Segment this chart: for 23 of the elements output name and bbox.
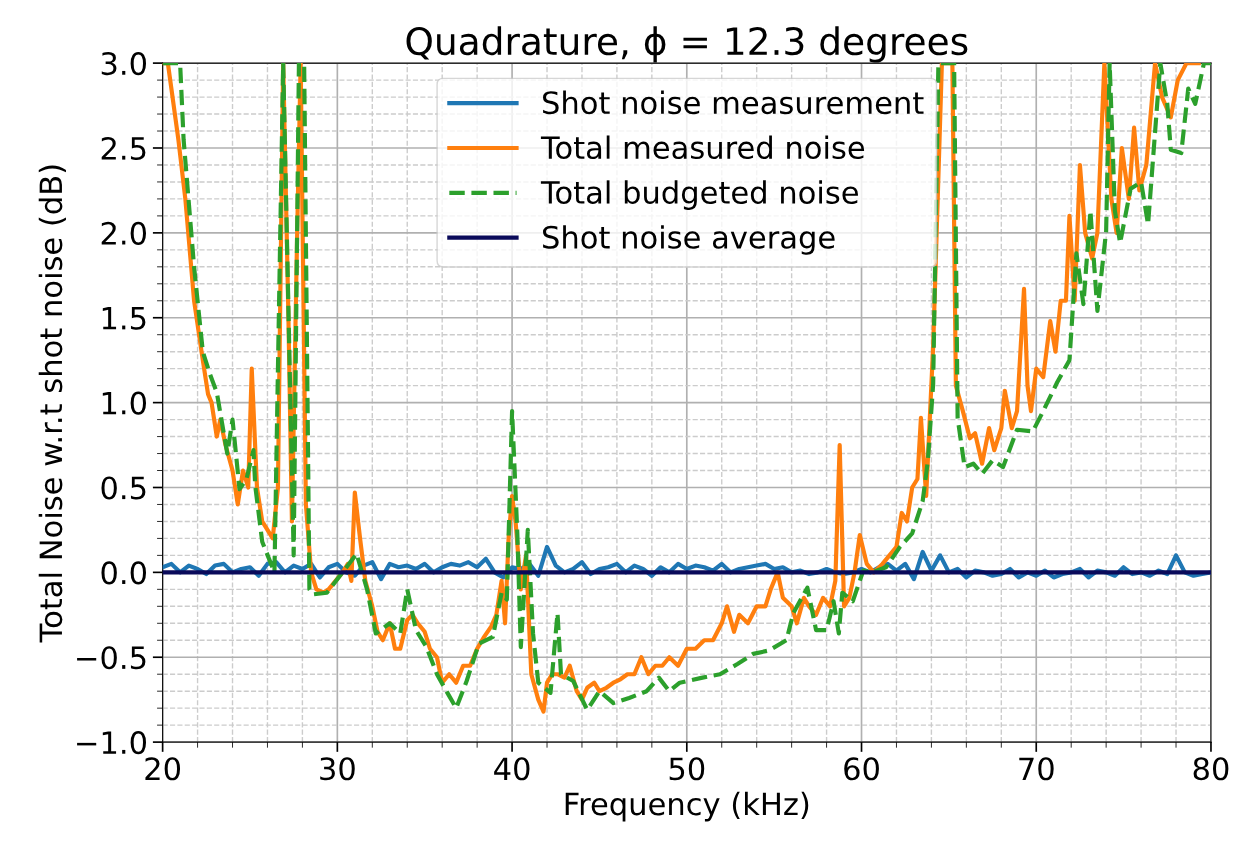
x-tick-label: 50 [669,757,705,781]
x-tick-label: 30 [320,757,355,781]
x-tick-label: 40 [494,757,530,781]
y-tick-label: −1.0 [77,731,147,755]
y-tick-label: 3.0 [101,52,147,76]
x-tick-label: 60 [844,757,879,781]
y-tick-label: 0.0 [101,561,147,585]
y-tick-label: 1.0 [102,391,147,415]
y-tick-label: −0.5 [77,646,146,670]
x-axis-title: Frequency (kHz) [565,791,809,822]
y-axis-title: Total Noise w.r.t shot noise (dB) [38,165,66,643]
y-tick-label: 1.5 [102,307,146,330]
x-tick-label: 80 [1193,757,1229,781]
x-tick-label: 20 [145,757,181,781]
legend-label: Shot noise average [543,225,835,255]
y-tick-label: 0.5 [101,476,146,500]
legend-label: Total budgeted noise [540,180,858,210]
y-tick-label: 2.5 [101,136,146,161]
legend-label: Total measured noise [540,135,865,160]
chart-title: Quadrature, ϕ = 12.3 degrees [406,26,968,63]
legend-label: Shot noise measurement [543,90,924,115]
y-tick-label: 2.0 [101,221,147,245]
x-tick-label: 70 [1019,757,1054,781]
